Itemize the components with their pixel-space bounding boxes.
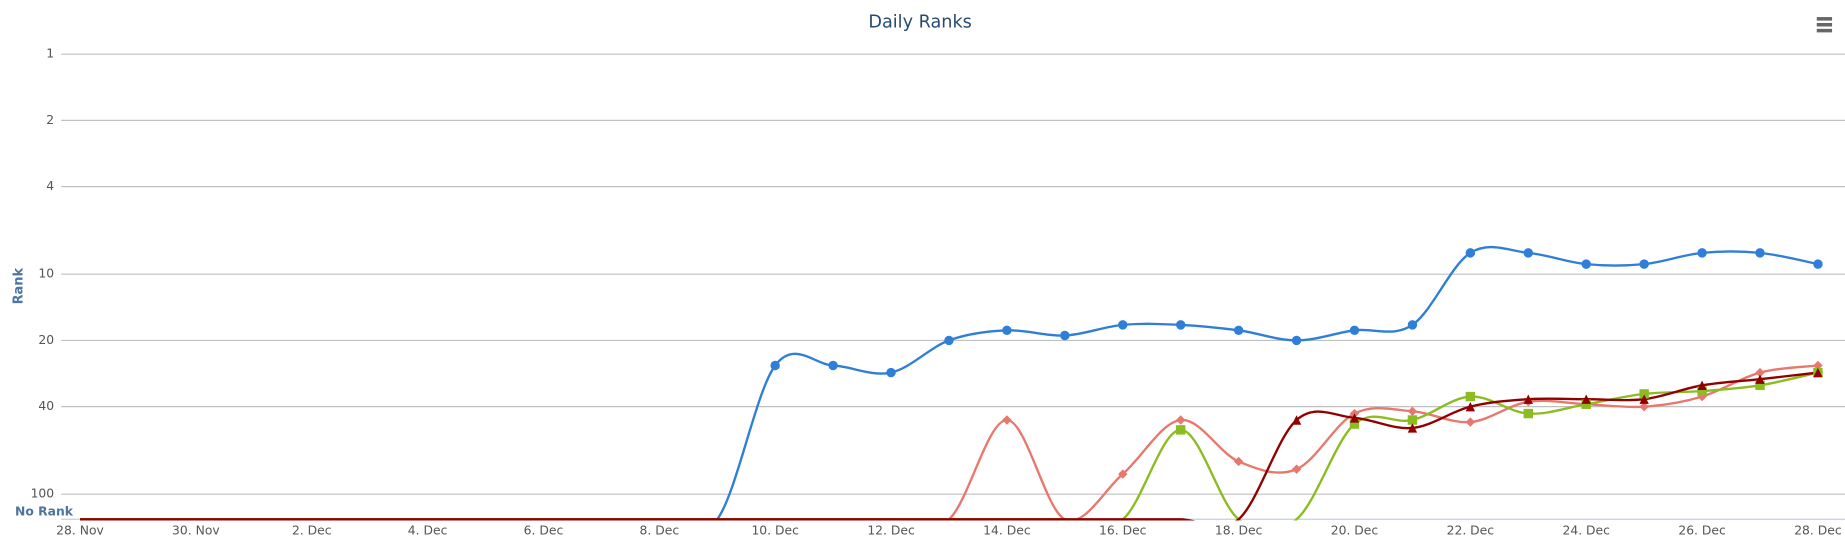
data-point — [1581, 394, 1591, 404]
data-point — [1523, 248, 1533, 258]
x-tick-label: 28. Nov — [56, 524, 104, 538]
data-point — [1291, 464, 1302, 474]
data-point — [1523, 394, 1533, 404]
data-point — [1697, 380, 1707, 391]
data-point — [1407, 423, 1418, 433]
series-line — [80, 371, 1819, 521]
data-point — [1755, 367, 1765, 378]
y-axis-title: Rank — [11, 267, 26, 304]
series-line — [80, 364, 1819, 521]
series-line — [80, 371, 1819, 521]
x-tick-label: 12. Dec — [867, 524, 915, 538]
data-point — [1465, 248, 1476, 258]
x-tick-label: 30. Nov — [172, 524, 220, 538]
data-point — [1060, 330, 1070, 341]
menu-button[interactable] — [1809, 11, 1838, 38]
series-markers — [770, 248, 1823, 378]
data-point — [828, 360, 838, 371]
y-tick-label: 100 — [31, 487, 55, 501]
y-tick-label: No Rank — [15, 505, 74, 519]
data-point — [1002, 325, 1012, 336]
data-point — [1639, 401, 1649, 412]
x-tick-label: 8. Dec — [640, 524, 680, 538]
data-point — [1002, 415, 1012, 425]
data-point — [1349, 419, 1360, 429]
x-tick-label: 10. Dec — [751, 524, 799, 538]
data-point — [1118, 320, 1128, 330]
chart-title: Daily Ranks — [868, 12, 971, 32]
y-tick-label: 2 — [46, 113, 54, 127]
x-tick-label: 28. Dec — [1794, 524, 1842, 538]
plot-area — [80, 245, 1819, 521]
data-point — [1523, 408, 1533, 419]
y-tick-label: 40 — [38, 399, 54, 413]
data-point — [1175, 425, 1186, 435]
series-line — [80, 245, 1819, 521]
x-tick-label: 2. Dec — [292, 524, 332, 538]
y-tick-label: 20 — [38, 333, 54, 347]
data-point — [1465, 401, 1476, 412]
x-tick-label: 18. Dec — [1215, 524, 1263, 538]
data-point — [1175, 415, 1186, 425]
data-point — [1639, 394, 1649, 404]
data-point — [1407, 320, 1418, 330]
x-tick-label: 24. Dec — [1562, 524, 1610, 538]
x-tick-label: 20. Dec — [1331, 524, 1379, 538]
data-point — [1407, 406, 1418, 417]
data-point — [1813, 259, 1823, 269]
x-tick-label: 16. Dec — [1099, 524, 1147, 538]
data-point — [770, 360, 780, 371]
y-tick-label: 10 — [38, 267, 54, 281]
data-point — [1465, 417, 1476, 427]
data-point — [1407, 415, 1418, 425]
data-point — [1697, 248, 1707, 258]
y-tick-label: 1 — [46, 47, 54, 61]
data-point — [1233, 325, 1244, 336]
data-point — [1175, 320, 1186, 330]
data-point — [1581, 259, 1591, 269]
data-point — [1639, 259, 1649, 269]
data-point — [1755, 374, 1765, 384]
data-point — [1755, 380, 1765, 391]
data-point — [1755, 248, 1765, 258]
x-tick-label: 14. Dec — [983, 524, 1031, 538]
data-point — [1291, 335, 1302, 346]
data-point — [1465, 391, 1476, 402]
data-point — [1291, 415, 1302, 425]
data-point — [1639, 389, 1649, 399]
data-point — [1233, 456, 1244, 467]
data-point — [944, 335, 954, 346]
data-point — [1813, 367, 1823, 378]
y-tick-label: 4 — [46, 179, 54, 193]
data-point — [886, 367, 896, 378]
series-markers — [1291, 367, 1823, 433]
data-point — [1581, 399, 1591, 409]
data-point — [1349, 325, 1360, 336]
x-tick-label: 22. Dec — [1447, 524, 1495, 538]
x-tick-label: 6. Dec — [524, 524, 564, 538]
data-point — [1349, 413, 1360, 423]
x-tick-label: 4. Dec — [408, 524, 448, 538]
x-tick-label: 26. Dec — [1678, 524, 1726, 538]
data-point — [1697, 386, 1707, 396]
